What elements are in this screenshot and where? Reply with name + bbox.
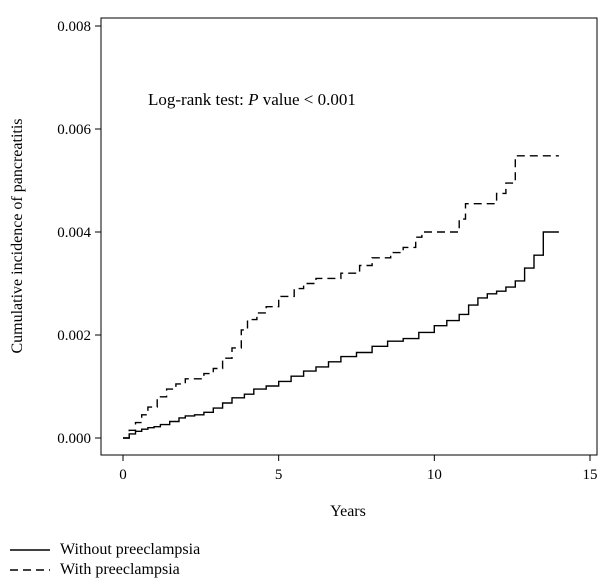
x-tick-label: 10 — [427, 467, 442, 483]
x-tick-label: 15 — [583, 467, 598, 483]
series-line-without-preeclampsia — [123, 231, 559, 439]
x-axis: 0 5 10 15 — [119, 455, 598, 483]
x-axis-title: Years — [330, 503, 366, 520]
legend-item-with-preeclampsia: With preeclampsia — [8, 560, 408, 580]
legend-label-without-preeclampsia: Without preeclampsia — [60, 541, 201, 558]
series-layer — [123, 155, 559, 439]
y-axis-title: Cumulative incidence of pancreatitis — [9, 118, 26, 353]
chart: 0.000 0.002 0.004 0.006 0.008 0 5 10 15 Log-ran… — [9, 17, 598, 520]
legend-item-without-preeclampsia: Without preeclampsia — [8, 540, 408, 560]
annotation-prefix: Log-rank test: — [148, 90, 248, 109]
x-tick-label: 0 — [119, 467, 127, 483]
annotation-italic: P — [247, 90, 258, 109]
plot-area-frame — [100, 17, 598, 456]
legend-swatch-dashed — [10, 569, 50, 571]
y-axis: 0.000 0.002 0.004 0.006 0.008 — [57, 19, 101, 447]
legend-swatch-solid — [10, 549, 50, 551]
legend-label-with-preeclampsia: With preeclampsia — [60, 561, 180, 578]
y-tick-label: 0.008 — [57, 19, 91, 35]
y-tick-label: 0.002 — [57, 328, 91, 344]
y-tick-label: 0.000 — [57, 431, 91, 447]
annotation-suffix: value < 0.001 — [258, 90, 355, 109]
chart-annotation: Log-rank test: P value < 0.001 — [148, 90, 356, 109]
x-tick-label: 5 — [275, 467, 283, 483]
y-tick-label: 0.004 — [57, 225, 91, 241]
legend: Without preeclampsia With preeclampsia — [8, 540, 408, 580]
series-line-with-preeclampsia — [123, 155, 559, 439]
y-tick-label: 0.006 — [57, 122, 91, 138]
